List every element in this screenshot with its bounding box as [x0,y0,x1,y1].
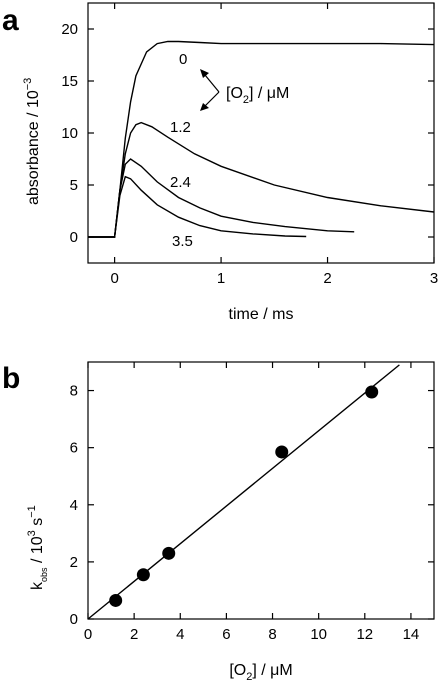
y-axis-label-a-exponent: −3 [22,78,34,91]
x-tick-label-b: 2 [130,626,138,643]
x-tick-label-b: 4 [176,626,184,643]
x-axis-label-a: time / ms [229,306,294,323]
y-tick-label-a: 20 [61,21,78,38]
y-tick-label-b: 2 [70,554,78,571]
y-axis-label-a: absorbance / 10−3 [22,78,42,205]
arrow-up-line [204,74,220,93]
y-tick-label-a: 10 [61,125,78,142]
y-tick-label-b: 6 [70,440,78,457]
plot-frame-b [87,361,435,620]
arrow-up-head [200,69,209,78]
data-point [275,445,289,459]
series-line-2.4 [88,158,355,238]
curve-label-1.2: 1.2 [170,119,191,136]
y-tick-label-a: 15 [61,73,78,90]
x-tick-label-b: 10 [310,626,327,643]
y-tick-label-a: 0 [70,229,78,246]
curve-label-0: 0 [179,51,187,68]
data-point [365,385,379,399]
data-point [162,546,176,560]
panel-letter-b: b [2,362,20,395]
y-axis-label-b: kobs / 103 s−1 [26,505,49,590]
x-axis-label-b: [O2] / μM [229,662,292,683]
x-tick-label-b: 8 [268,626,276,643]
y-tick-label-b: 4 [70,497,78,514]
series-line-1.2 [88,121,435,238]
panel-letter-a: a [2,4,19,37]
series-line-3.5 [88,175,307,238]
y-tick-label-b: 8 [70,383,78,400]
curve-label-3.5: 3.5 [172,233,193,250]
fit-line [87,364,400,620]
x-tick-label-b: 0 [84,626,92,643]
arrow-down-head [200,103,209,111]
o2-annotation: [O2] / μM [226,85,289,106]
y-tick-label-a: 5 [70,177,78,194]
panel-a: 0 1 2 3 0 5 10 15 20 time / ms absorbance / 10−3… [22,2,438,323]
y-tick-label-b: 0 [70,611,78,628]
data-point [136,568,150,582]
panel-b: 0 2 4 6 8 10 12 14 0 2 4 6 8 [O2] / μM kobs / 103 s−… [26,361,435,683]
arrow-down-line [204,91,220,107]
x-tick-label-a: 0 [110,270,118,287]
x-tick-label-b: 12 [356,626,373,643]
x-tick-label-b: 6 [222,626,230,643]
curve-label-2.4: 2.4 [170,174,191,191]
x-tick-label-a: 1 [217,270,225,287]
x-tick-label-a: 3 [430,270,438,287]
x-tick-label-a: 2 [323,270,331,287]
data-point [109,593,123,607]
series-line-0 [88,40,435,238]
x-tick-label-b: 14 [403,626,420,643]
